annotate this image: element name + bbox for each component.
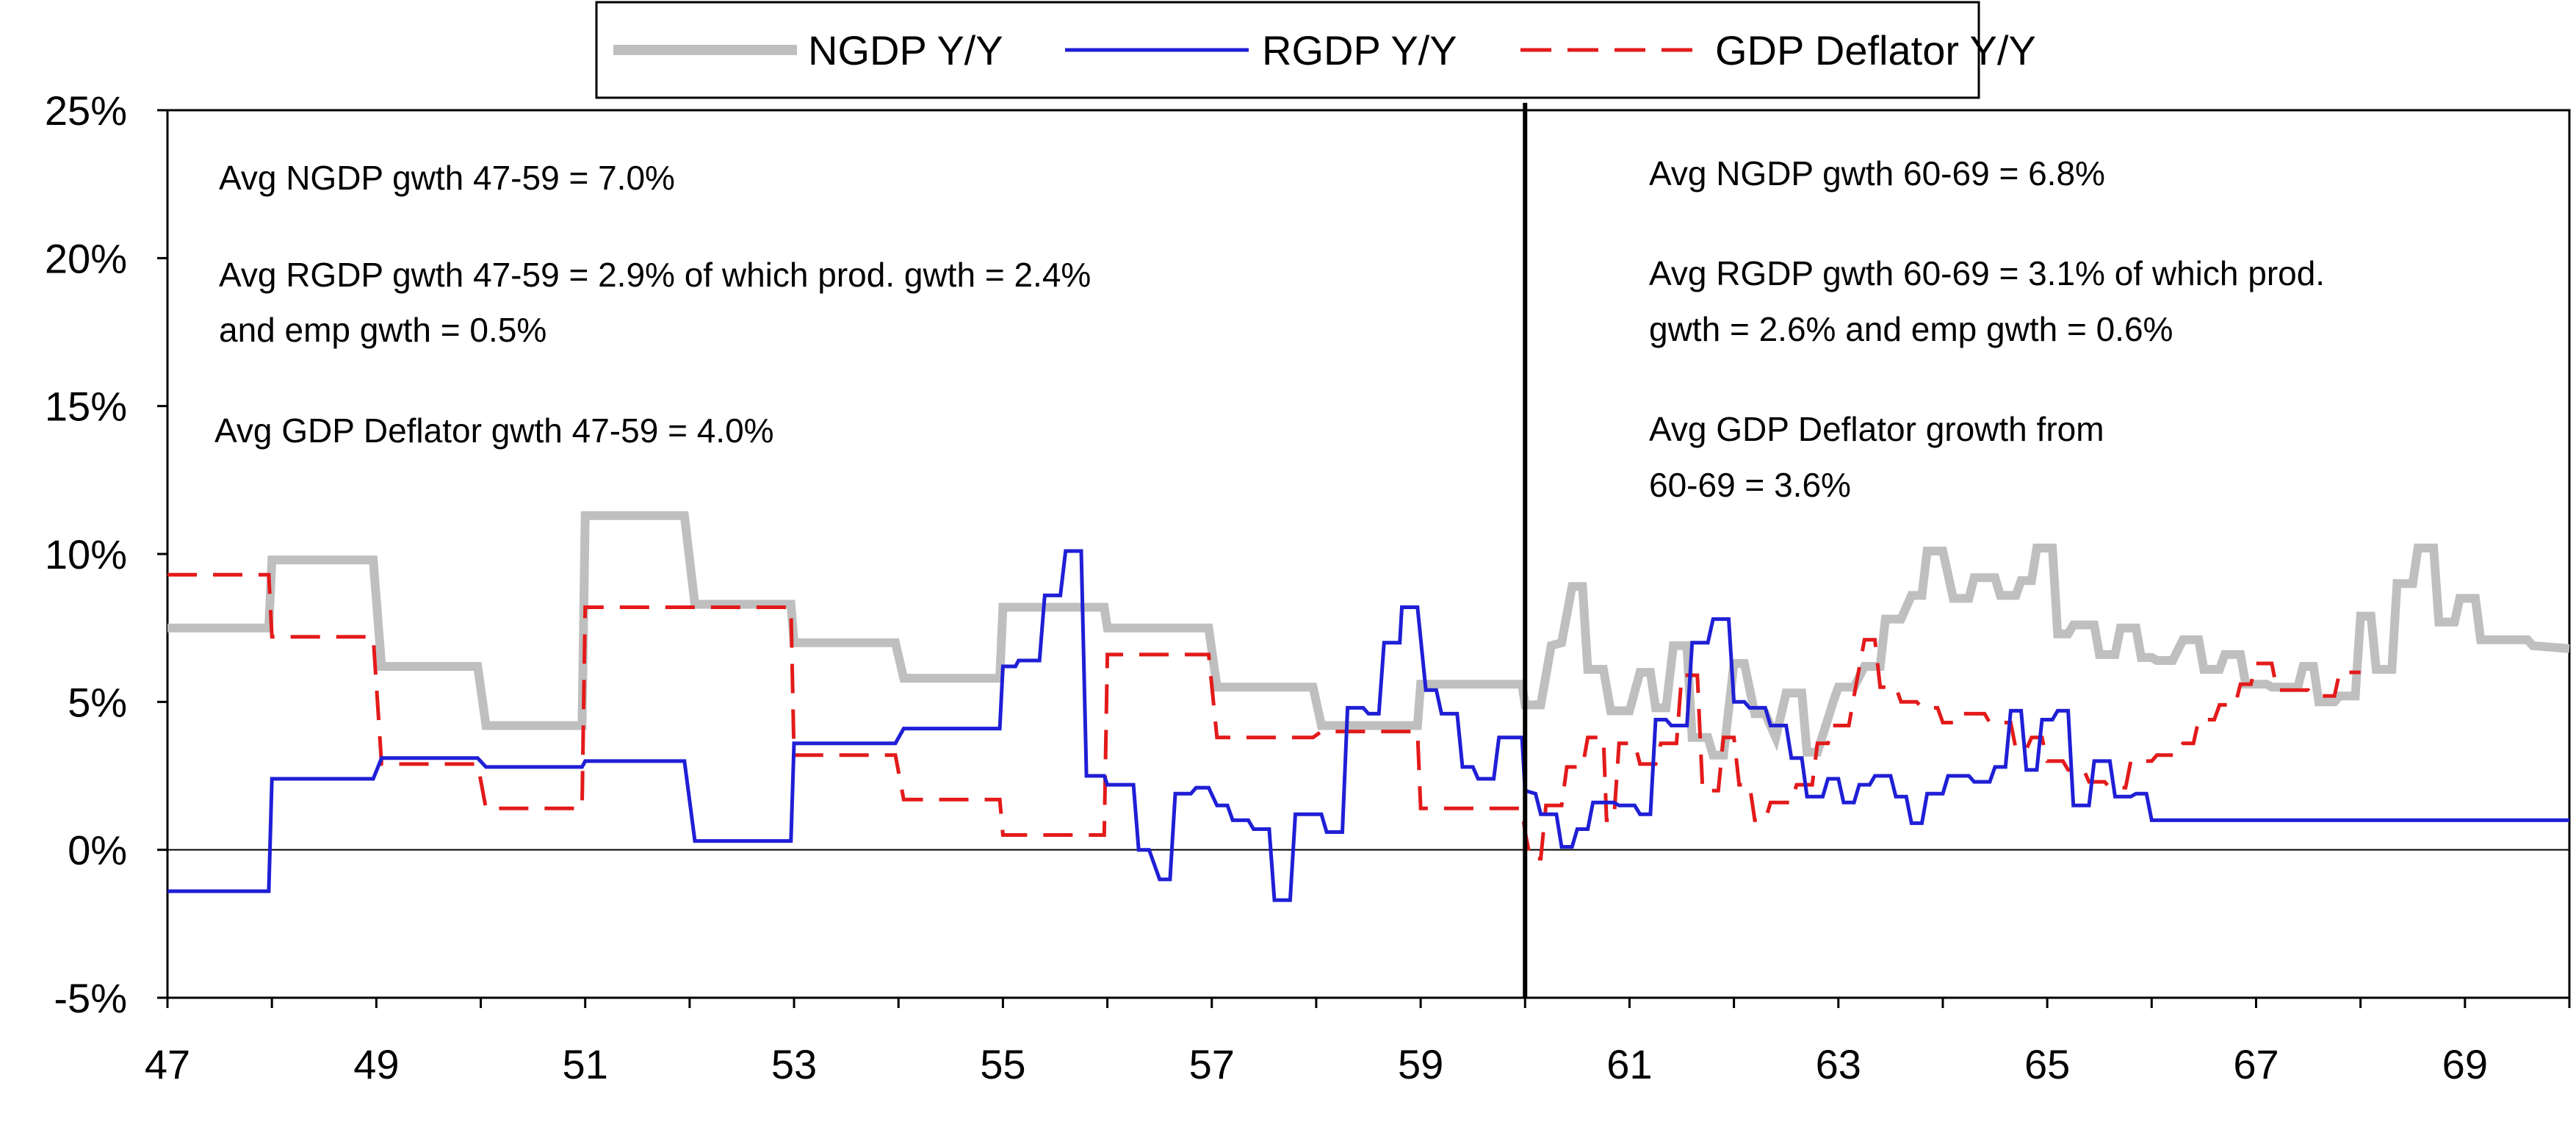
x-tick-label: 57: [1189, 1041, 1235, 1087]
annotation-rgdp-47-59-line1: Avg RGDP gwth 47-59 = 2.9% of which prod…: [219, 256, 1091, 294]
x-tick-label: 55: [980, 1041, 1025, 1087]
x-tick-label: 61: [1606, 1041, 1652, 1087]
x-tick-label: 65: [2024, 1041, 2070, 1087]
x-tick-label: 53: [771, 1041, 817, 1087]
x-tick-label: 47: [145, 1041, 190, 1087]
series-line-deflator: [167, 572, 2361, 861]
annotations: Avg NGDP gwth 47-59 = 7.0% Avg RGDP gwth…: [214, 154, 2325, 504]
y-tick-label: 15%: [45, 384, 127, 430]
y-tick-label: -5%: [54, 975, 127, 1021]
x-tick-label: 63: [1816, 1041, 1861, 1087]
y-tick-label: 25%: [45, 87, 127, 134]
x-tick-label: 59: [1398, 1041, 1443, 1087]
annotation-deflator-60-69-line1: Avg GDP Deflator growth from: [1649, 410, 2104, 448]
legend-label-deflator: GDP Deflator Y/Y: [1715, 27, 2036, 73]
x-tick-label: 49: [353, 1041, 399, 1087]
y-tick-label: 5%: [68, 679, 127, 725]
annotation-ngdp-60-69: Avg NGDP gwth 60-69 = 6.8%: [1649, 154, 2105, 192]
x-tick-label: 69: [2442, 1041, 2488, 1087]
annotation-deflator-60-69-line2: 60-69 = 3.6%: [1649, 466, 1851, 504]
annotation-ngdp-47-59: Avg NGDP gwth 47-59 = 7.0%: [219, 159, 675, 197]
plot-area: [166, 109, 2571, 999]
y-tick-label: 0%: [68, 827, 127, 874]
annotation-rgdp-47-59-line2: and emp gwth = 0.5%: [219, 311, 546, 349]
annotation-rgdp-60-69-line1: Avg RGDP gwth 60-69 = 3.1% of which prod…: [1649, 254, 2325, 292]
x-axis: 47 49 51 53 55 57 59 61 63 65 67 69: [145, 849, 2571, 1087]
x-tick-label: 67: [2233, 1041, 2279, 1087]
series-line-ngdp: [167, 511, 2570, 760]
legend: NGDP Y/Y RGDP Y/Y GDP Deflator Y/Y: [595, 1, 2036, 99]
y-tick-label: 10%: [45, 531, 127, 577]
y-tick-label: 20%: [45, 235, 127, 281]
legend-label-ngdp: NGDP Y/Y: [808, 27, 1003, 73]
annotation-deflator-47-59: Avg GDP Deflator gwth 47-59 = 4.0%: [214, 411, 774, 450]
legend-box: [595, 1, 1980, 99]
annotation-rgdp-60-69-line2: gwth = 2.6% and emp gwth = 0.6%: [1649, 310, 2173, 348]
series-layer: [167, 511, 2570, 902]
legend-label-rgdp: RGDP Y/Y: [1262, 27, 1457, 73]
series-line-rgdp: [167, 549, 2569, 902]
x-tick-label: 51: [563, 1041, 608, 1087]
y-axis: -5% 0% 5% 10% 15% 20% 25%: [45, 87, 167, 1021]
